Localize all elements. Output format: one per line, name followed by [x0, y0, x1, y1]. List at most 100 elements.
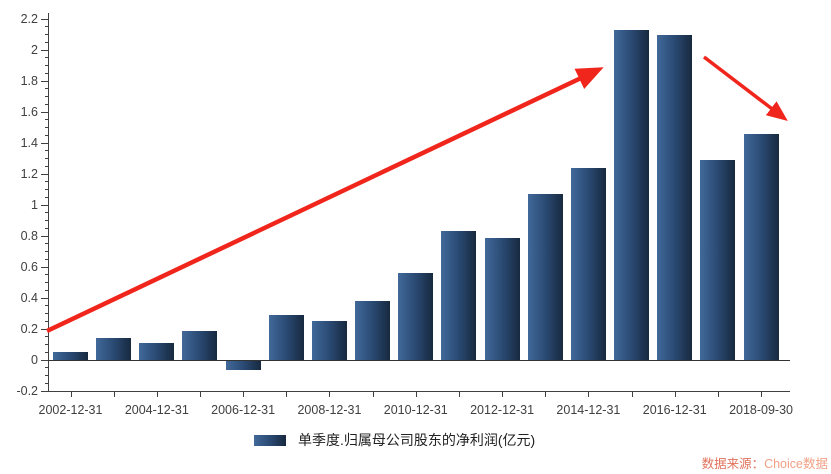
y-minor-tick: [45, 220, 48, 221]
y-minor-tick: [45, 65, 48, 66]
bar-2007-12-31: [268, 315, 304, 360]
y-major-tick: [41, 142, 48, 144]
bar-2003-12-31: [96, 338, 132, 360]
source-prefix: 数据来源：: [701, 457, 765, 471]
x-tick: [415, 392, 417, 397]
y-minor-tick: [45, 351, 48, 353]
x-tick: [329, 392, 331, 397]
bar-2008-12-31: [311, 321, 347, 360]
y-minor-tick: [45, 289, 48, 291]
x-tick: [674, 392, 676, 397]
y-major-tick: [41, 266, 48, 268]
y-tick-label: 0.8: [20, 229, 38, 243]
data-source: 数据来源：Choice数据: [702, 453, 828, 472]
y-minor-tick: [45, 305, 48, 307]
y-minor-tick: [45, 127, 48, 128]
y-major-tick: [41, 390, 48, 392]
x-tick: [761, 392, 763, 397]
y-tick-label: 2.2: [20, 12, 38, 26]
x-tick: [502, 392, 504, 397]
y-axis-line: [48, 13, 49, 392]
bar-2015-12-31: [614, 29, 650, 360]
y-minor-tick: [45, 336, 48, 338]
y-tick-label: 1: [31, 198, 38, 212]
bar-2013-12-31: [527, 194, 563, 360]
y-minor-tick: [45, 274, 48, 276]
y-minor-tick: [45, 96, 48, 97]
x-tick: [199, 392, 201, 397]
bar-2010-12-31: [398, 273, 434, 360]
y-tick-label: 0.6: [20, 260, 38, 274]
y-major-tick: [41, 49, 48, 51]
y-minor-tick: [45, 150, 48, 152]
x-tick-label: 2012-12-31: [470, 403, 535, 417]
y-minor-tick: [45, 181, 48, 183]
y-minor-tick: [45, 243, 48, 245]
x-tick-label: 2014-12-31: [556, 403, 621, 417]
y-minor-tick: [45, 119, 48, 121]
x-tick: [545, 392, 547, 397]
bar-2017-12-31: [700, 160, 736, 360]
legend-swatch: [254, 434, 286, 446]
x-tick: [156, 392, 158, 397]
x-tick: [588, 392, 590, 397]
bar-2018-09-30: [743, 133, 779, 360]
bar-2006-12-31: [225, 361, 261, 371]
y-major-tick: [41, 328, 48, 330]
legend-label: 单季度.归属母公司股东的净利润(亿元): [298, 432, 536, 448]
x-tick: [372, 392, 374, 397]
y-major-tick: [41, 359, 48, 361]
x-tick: [243, 392, 245, 397]
bar-2009-12-31: [355, 301, 391, 360]
x-tick: [458, 392, 460, 397]
bar-2012-12-31: [484, 237, 520, 360]
y-minor-tick: [45, 251, 48, 252]
y-minor-tick: [45, 165, 48, 167]
y-minor-tick: [45, 212, 48, 214]
x-tick: [113, 392, 115, 397]
bar-2016-12-31: [657, 34, 693, 360]
x-tick-label: 2016-12-31: [642, 403, 707, 417]
y-minor-tick: [45, 320, 48, 322]
y-major-tick: [41, 235, 48, 237]
bar-2005-12-31: [182, 330, 218, 360]
bar-2014-12-31: [570, 167, 606, 360]
y-minor-tick: [45, 313, 48, 314]
y-major-tick: [41, 111, 48, 113]
y-tick-label: 1.2: [20, 167, 38, 181]
x-tick: [286, 392, 288, 397]
bar-2004-12-31: [139, 342, 175, 360]
legend: 单季度.归属母公司股东的净利润(亿元): [254, 430, 535, 450]
x-tick: [717, 392, 719, 397]
y-tick-label: 2: [31, 43, 38, 57]
zero-baseline: [48, 360, 790, 361]
y-minor-tick: [45, 158, 48, 159]
y-minor-tick: [45, 57, 48, 59]
x-tick: [631, 392, 633, 397]
y-minor-tick: [45, 88, 48, 90]
y-minor-tick: [45, 72, 48, 74]
y-tick-label: 1.8: [20, 74, 38, 88]
y-minor-tick: [45, 196, 48, 198]
x-tick-label: 2002-12-31: [38, 403, 103, 417]
y-major-tick: [41, 204, 48, 206]
y-minor-tick: [45, 367, 48, 369]
y-minor-tick: [45, 258, 48, 260]
y-tick-label: 1.6: [20, 105, 38, 119]
y-tick-label: -0.2: [16, 384, 38, 398]
y-minor-tick: [45, 26, 48, 28]
y-tick-label: 0.4: [20, 291, 38, 305]
x-tick-label: 2006-12-31: [211, 403, 276, 417]
bar-2011-12-31: [441, 231, 477, 360]
x-tick: [70, 392, 72, 397]
y-major-tick: [41, 18, 48, 20]
y-minor-tick: [45, 382, 48, 384]
source-brand: Choice数据: [764, 457, 828, 471]
y-minor-tick: [45, 227, 48, 229]
y-minor-tick: [45, 375, 48, 376]
y-minor-tick: [45, 344, 48, 345]
y-minor-tick: [45, 34, 48, 35]
y-minor-tick: [45, 41, 48, 43]
y-minor-tick: [45, 103, 48, 105]
